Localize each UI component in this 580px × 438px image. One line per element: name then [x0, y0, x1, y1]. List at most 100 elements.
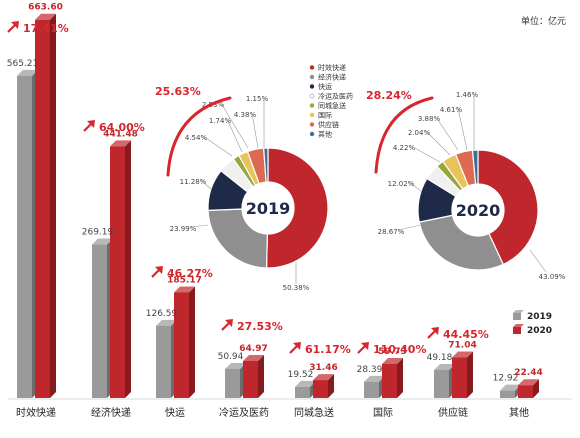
- pie-2019-label-0: 50.38%: [283, 284, 310, 292]
- growth-arrow-head-0: [11, 21, 19, 29]
- pie-legend-label-2: 快运: [318, 82, 332, 91]
- growth-label-1: 64.00%: [99, 121, 145, 134]
- value-label-2019-6: 49.18: [427, 353, 453, 363]
- growth-arrow-icon-3: [221, 319, 233, 331]
- value-label-2019-4: 19.52: [288, 370, 314, 380]
- growth-arrow-icon-5: [357, 342, 369, 354]
- bar-2020-5-front: [382, 363, 397, 398]
- pie-2019-leader-5: [220, 102, 249, 149]
- bar-legend-top-1: [513, 324, 524, 327]
- category-label-7: 其他: [509, 406, 529, 419]
- pie-2020-label-1: 28.67%: [378, 228, 405, 236]
- value-label-2020-0: 663.60: [28, 3, 63, 13]
- bar-2020-0-side: [50, 13, 56, 399]
- pie-2020-leader-2: [408, 181, 423, 193]
- growth-arrow-head-4: [293, 342, 301, 350]
- growth-arrow-head-3: [225, 319, 233, 327]
- bar-2020-2-side: [189, 286, 195, 398]
- category-label-1: 经济快递: [91, 406, 131, 419]
- bar-2019-2: [156, 319, 177, 398]
- pie-2019-leader-1: [190, 224, 209, 228]
- pie-legend-label-0: 时效快递: [318, 63, 346, 72]
- bar-2019-6: [434, 363, 455, 398]
- value-label-2020-3: 64.97: [239, 344, 267, 354]
- bar-2019-7: [500, 384, 521, 398]
- bar-2019-3-top: [225, 362, 246, 369]
- bar-2020-2-top: [174, 286, 195, 293]
- value-label-2019-5: 28.39: [357, 365, 383, 375]
- pie-2019-label-4: 1.74%: [209, 117, 232, 125]
- bar-2019-6-top: [434, 363, 455, 370]
- pie-legend-dot-2: [309, 84, 315, 89]
- growth-arrow-icon-4: [289, 342, 301, 354]
- pie-2019-growth-arc: [166, 96, 232, 177]
- bar-2020-7-top: [518, 379, 539, 386]
- pie-2020-growth-label: 28.24%: [366, 89, 412, 102]
- category-label-4: 同城急送: [294, 406, 334, 419]
- pie-2019-label-3: 4.54%: [185, 134, 208, 142]
- pie-2019-label-7: 1.15%: [246, 95, 269, 103]
- value-label-2020-2: 185.17: [167, 275, 202, 285]
- pie-2020-label-6: 4.61%: [440, 106, 463, 114]
- pie-2020-leader-5: [435, 116, 459, 151]
- unit-label: 单位：亿元: [520, 17, 566, 27]
- value-label-2019-1: 269.19: [82, 228, 114, 238]
- growth-label-4: 61.17%: [305, 343, 351, 356]
- bar-2020-4-side: [328, 374, 334, 398]
- pie-2019-label-2: 11.28%: [180, 178, 207, 186]
- bar-2020-1-side: [125, 140, 131, 399]
- bar-2019-5-front: [364, 381, 379, 398]
- pie-2020-label-4: 2.04%: [408, 129, 431, 137]
- pie-legend-label-5: 国际: [318, 111, 332, 120]
- bar-2020-3-top: [243, 354, 264, 361]
- bar-2019-5: [364, 375, 385, 398]
- value-label-2019-3: 50.94: [218, 352, 244, 362]
- bar-2020-0-top: [35, 13, 56, 20]
- pie-2020-hole: [452, 184, 504, 236]
- bar-legend-top-0: [513, 310, 524, 313]
- growth-arrow-head-1: [87, 120, 95, 128]
- bar-2020-0-front: [35, 19, 50, 399]
- bar-legend-swatch-1: [513, 327, 521, 334]
- pie-2020-label-5: 3.88%: [418, 115, 441, 123]
- bar-2020-7-front: [518, 385, 533, 398]
- growth-arrow-icon-0: [7, 21, 19, 33]
- bar-2019-1: [92, 238, 113, 398]
- bar-2020-6-top: [452, 351, 473, 358]
- growth-label-0: 17.41%: [23, 22, 69, 35]
- value-label-2019-0: 565.21: [7, 59, 39, 69]
- pie-2019-leader-2: [200, 179, 213, 191]
- bar-2020-4: [313, 374, 334, 398]
- pie-2019-leader-3: [202, 135, 233, 157]
- pie-legend-label-6: 供应链: [318, 120, 339, 129]
- pie-2020-label-0: 43.09%: [539, 273, 566, 281]
- pie-2019-leader-6: [251, 112, 259, 149]
- pie-legend-dot-6: [309, 122, 315, 127]
- bar-2020-5: [382, 357, 403, 398]
- category-label-0: 时效快递: [16, 406, 56, 419]
- pie-legend-label-1: 经济快递: [318, 73, 346, 82]
- bar-legend-swatch-0: [513, 313, 521, 320]
- growth-arrow-head-5: [361, 342, 369, 350]
- bar-2019-0-front: [17, 75, 32, 399]
- value-label-2020-6: 71.04: [448, 341, 476, 351]
- bar-2020-4-front: [313, 380, 328, 398]
- bar-2019-4-front: [295, 386, 310, 398]
- pie-legend-dot-5: [309, 112, 315, 118]
- growth-arrow-icon-6: [427, 327, 439, 339]
- pie-2020-label-2: 12.02%: [388, 180, 415, 188]
- bar-2020-3-side: [258, 354, 264, 398]
- bar-2020-3: [243, 354, 264, 398]
- pie-2020-label-7: 1.46%: [456, 91, 479, 99]
- bar-2019-2-top: [156, 319, 177, 326]
- bar-2019-6-front: [434, 369, 449, 398]
- bar-legend-label-1: 2020: [527, 326, 552, 336]
- growth-label-3: 27.53%: [237, 320, 283, 333]
- category-label-3: 冷运及医药: [219, 406, 269, 419]
- pie-2020-leader-3: [410, 145, 441, 163]
- bar-2019-1-front: [92, 244, 107, 398]
- bar-2019-4: [295, 380, 316, 398]
- growth-label-6: 44.45%: [443, 328, 489, 341]
